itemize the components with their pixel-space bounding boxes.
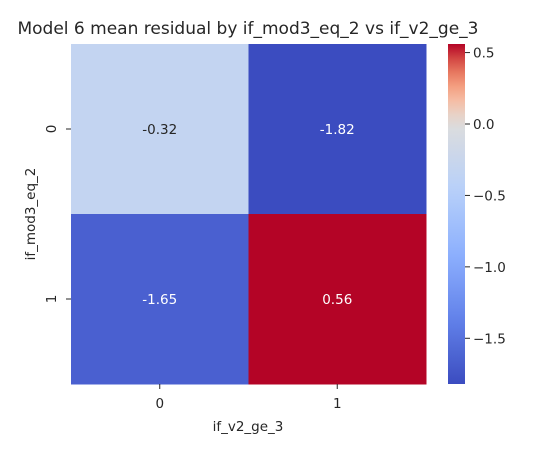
cell-value-label: -0.32 [142,122,177,138]
heatmap-cell-labels: -0.32 -1.82 -1.65 0.56 [142,122,354,308]
x-tick-label: 0 [155,396,164,412]
cell-value-label: -1.82 [320,122,355,138]
colorbar-ticks: 0.5 0.0 −0.5 −1.0 −1.5 [465,46,506,347]
y-axis-ticks: 01 [44,125,71,304]
y-axis-label: if_mod3_eq_2 [23,168,39,261]
heatmap-cell [71,214,249,385]
colorbar-gradient [448,44,465,384]
x-axis-label: if_v2_ge_3 [213,419,284,435]
cell-value-label: -1.65 [142,292,177,308]
heatmap-cell [248,44,427,215]
colorbar-tick-label: −0.5 [473,188,506,204]
chart-title: Model 6 mean residual by if_mod3_eq_2 vs… [17,19,478,39]
heatmap-cell [71,44,249,215]
colorbar-tick-label: 0.0 [473,117,494,133]
colorbar-tick-label: 0.5 [473,46,494,62]
colorbar-tick-label: −1.5 [473,331,506,347]
x-tick-label: 1 [333,396,342,412]
heatmap-cell [248,214,427,385]
y-tick-label: 0 [44,125,60,134]
colorbar-tick-label: −1.0 [473,260,506,276]
cell-value-label: 0.56 [322,292,352,308]
colorbar: 0.5 0.0 −0.5 −1.0 −1.5 [448,44,506,384]
heatmap-cells [71,44,427,385]
y-tick-label: 1 [44,295,60,304]
